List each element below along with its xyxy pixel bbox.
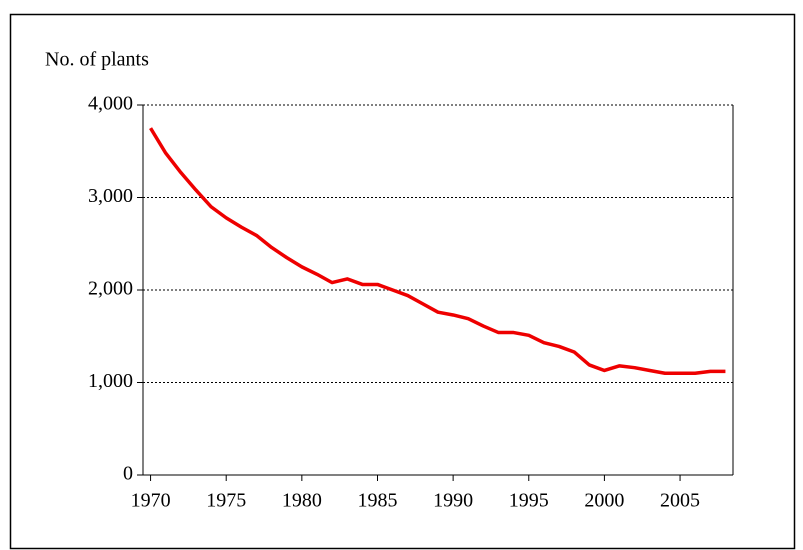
- x-tick-label: 1985: [357, 490, 397, 512]
- x-tick-label: 1995: [509, 490, 549, 512]
- line-series: [149, 127, 726, 375]
- y-axis-label: No. of plants: [45, 49, 149, 71]
- x-tick-label: 1975: [206, 490, 246, 512]
- x-tick-label: 2005: [660, 490, 700, 512]
- y-tick-label: 3,000: [88, 185, 133, 207]
- y-tick-label: 2,000: [88, 278, 133, 300]
- x-tick-label: 1980: [282, 490, 322, 512]
- x-tick-label: 1970: [131, 490, 171, 512]
- frame: [9, 13, 796, 550]
- y-tick-label: 0: [123, 463, 133, 485]
- y-tick-label: 4,000: [88, 93, 133, 115]
- x-tick-label: 2000: [584, 490, 624, 512]
- y-tick-label: 1,000: [88, 370, 133, 392]
- x-tick-label: 1990: [433, 490, 473, 512]
